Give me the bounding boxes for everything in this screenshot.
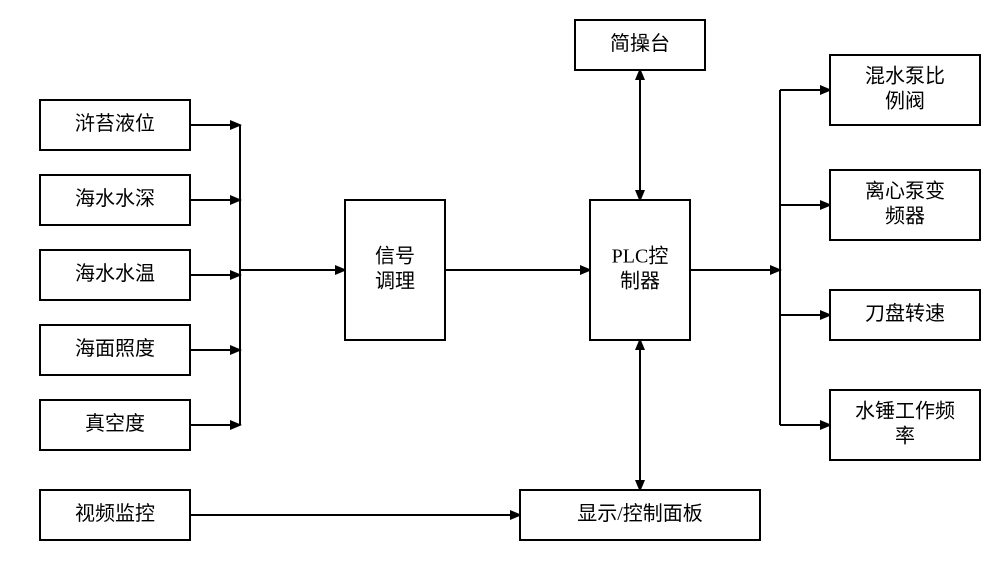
node-in5: 真空度 — [40, 400, 190, 450]
node-in1: 浒苔液位 — [40, 100, 190, 150]
label-out3: 刀盘转速 — [865, 302, 945, 325]
label-top: 简操台 — [610, 32, 670, 55]
label-in1: 浒苔液位 — [75, 112, 155, 135]
label-in2: 海水水深 — [75, 187, 155, 210]
node-display: 显示/控制面板 — [520, 490, 760, 540]
label-in3: 海水水温 — [75, 262, 155, 285]
node-plc: PLC控制器 — [590, 200, 690, 340]
node-out2: 离心泵变频器 — [830, 170, 980, 240]
node-top: 简操台 — [575, 20, 705, 70]
node-out1: 混水泵比例阀 — [830, 55, 980, 125]
node-out4: 水锤工作频率 — [830, 390, 980, 460]
label-display: 显示/控制面板 — [577, 502, 703, 525]
node-out3: 刀盘转速 — [830, 290, 980, 340]
node-in2: 海水水深 — [40, 175, 190, 225]
label-in4: 海面照度 — [75, 337, 155, 360]
label-in5: 真空度 — [85, 412, 145, 435]
node-video: 视频监控 — [40, 490, 190, 540]
node-signal: 信号调理 — [345, 200, 445, 340]
node-in3: 海水水温 — [40, 250, 190, 300]
node-in4: 海面照度 — [40, 325, 190, 375]
label-video: 视频监控 — [75, 502, 155, 525]
